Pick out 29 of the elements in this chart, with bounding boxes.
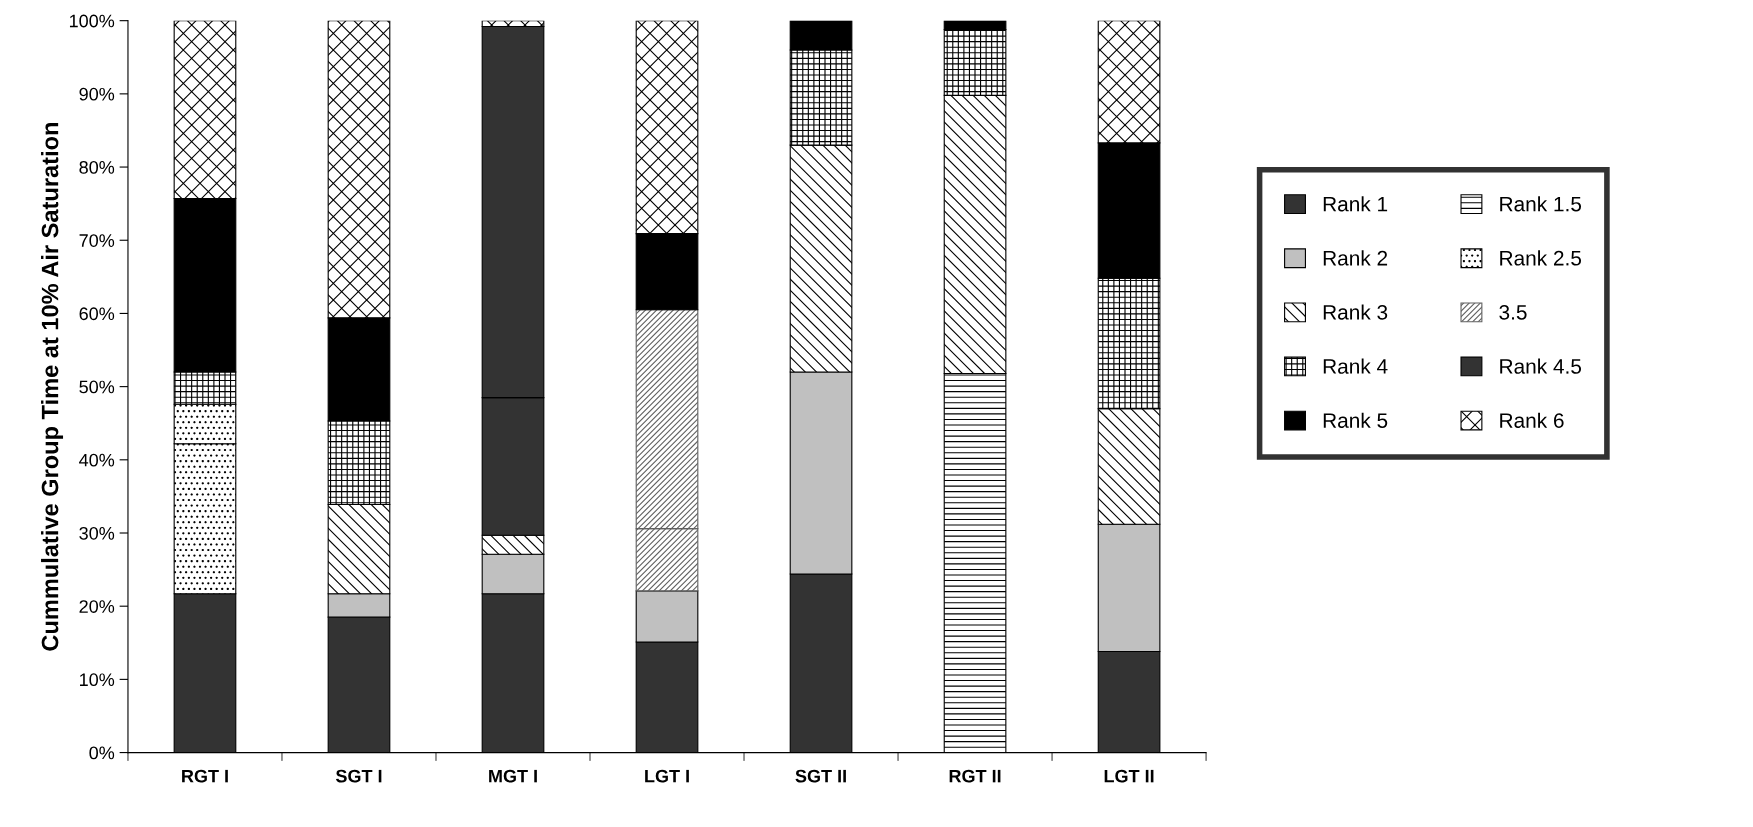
- y-tick-label: 20%: [79, 600, 115, 613]
- y-tick-label: 50%: [79, 380, 115, 394]
- x-tick-label: LGT II: [1104, 769, 1154, 783]
- legend-label: Rank 4.5: [1500, 358, 1582, 374]
- x-tick-label: SGT II: [795, 769, 846, 783]
- y-tick-label: 0%: [89, 746, 115, 760]
- y-tick-label: 70%: [79, 234, 115, 247]
- y-tick-label: 10%: [80, 673, 115, 687]
- legend-label: Rank 2.5: [1500, 250, 1582, 266]
- legend-label: Rank 5: [1323, 412, 1388, 428]
- x-tick-label: LGT I: [645, 769, 689, 783]
- y-axis-title: Cummulative Group Time at 10% Air Saturation: [41, 123, 64, 651]
- legend-label: Rank 3: [1323, 304, 1388, 320]
- y-tick-label: 80%: [79, 160, 115, 174]
- legend-label: Rank 2: [1323, 250, 1388, 266]
- x-tick-label: RGT I: [182, 769, 228, 783]
- y-tick-label: 100%: [69, 14, 115, 28]
- x-tick-label: MGT I: [489, 769, 537, 783]
- x-tick-label: SGT I: [335, 769, 382, 783]
- y-tick-label: 60%: [79, 307, 115, 321]
- y-tick-label: 90%: [79, 87, 115, 101]
- y-tick-label: 30%: [79, 526, 115, 540]
- y-tick-label: 40%: [79, 453, 115, 467]
- legend-label: Rank 1.5: [1500, 196, 1582, 212]
- legend-label: Rank 6: [1500, 412, 1564, 428]
- legend-label: Rank 1: [1323, 196, 1388, 212]
- legend-label: 3.5: [1499, 304, 1527, 320]
- legend-label: Rank 4: [1323, 358, 1388, 374]
- x-tick-label: RGT II: [949, 769, 1001, 783]
